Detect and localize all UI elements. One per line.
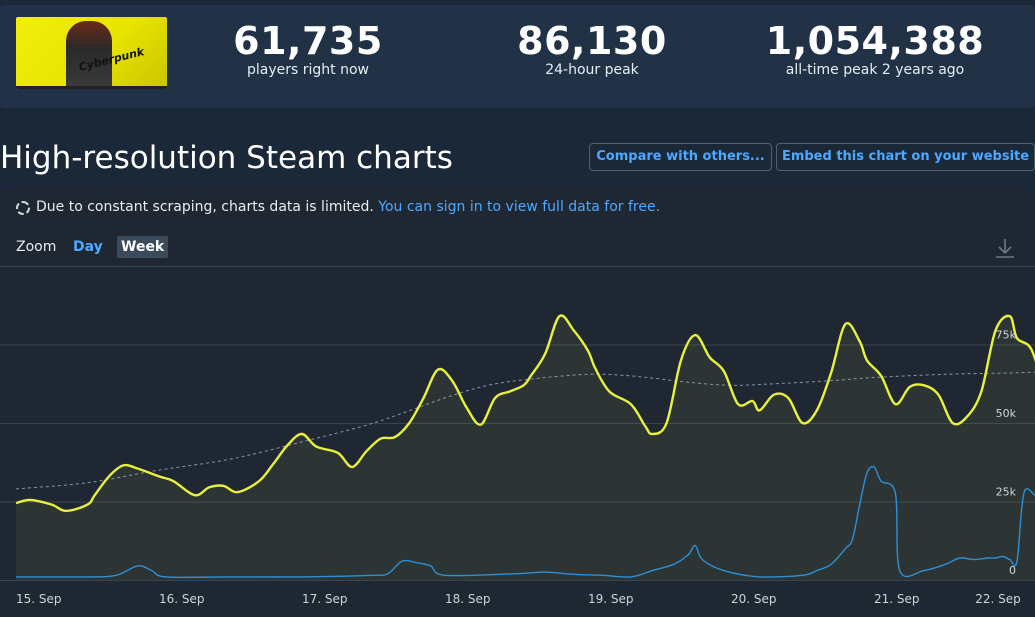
cover-bar — [16, 86, 167, 89]
x-tick-label: 20. Sep — [731, 592, 777, 606]
stat-current: 61,735 players right now — [208, 20, 408, 80]
zoom-day-button[interactable]: Day — [73, 239, 103, 255]
y-tick-label: 0 — [1009, 564, 1016, 577]
dashed-circle-icon — [16, 201, 30, 215]
twitch-viewers-line — [15, 465, 1035, 579]
players-line — [15, 314, 1035, 513]
notice-text: Due to constant scraping, charts data is… — [36, 199, 374, 215]
y-tick-label: 25k — [996, 486, 1017, 499]
player-count-chart[interactable]: 15. Sep 16. Sep 17. Sep 18. Sep 19. Sep 20. S… — [0, 262, 1035, 617]
y-tick-label: 50k — [996, 407, 1017, 420]
x-tick-label: 22. Sep — [975, 592, 1021, 606]
x-tick-label: 21. Sep — [874, 592, 920, 606]
game-cover-image[interactable]: Cyberpunk — [16, 17, 167, 89]
x-tick-label: 16. Sep — [159, 592, 205, 606]
data-limit-notice: Due to constant scraping, charts data is… — [16, 198, 660, 216]
x-tick-label: 17. Sep — [302, 592, 348, 606]
x-tick-label: 19. Sep — [588, 592, 634, 606]
compare-button[interactable]: Compare with others... — [589, 143, 772, 171]
stat-current-value: 61,735 — [233, 19, 383, 63]
download-icon[interactable] — [993, 236, 1017, 260]
stat-peak-24h: 86,130 24-hour peak — [492, 20, 692, 80]
stat-peak-24h-label: 24-hour peak — [545, 62, 639, 78]
players-area — [16, 315, 1035, 580]
stat-current-label: players right now — [247, 62, 369, 78]
y-tick-label: 75k — [996, 329, 1017, 342]
stat-all-time: 1,054,388 all-time peak 2 years ago — [745, 20, 1005, 80]
chart-panel — [0, 189, 1035, 617]
zoom-label: Zoom — [16, 239, 57, 255]
sign-in-link[interactable]: You can sign in to view full data for fr… — [378, 199, 661, 215]
stats-bar — [0, 5, 1035, 108]
zoom-week-button[interactable]: Week — [117, 236, 169, 258]
stat-all-time-value: 1,054,388 — [765, 19, 985, 63]
stat-all-time-label: all-time peak 2 years ago — [785, 62, 965, 78]
page-title: High-resolution Steam charts — [0, 140, 453, 176]
average-line — [15, 371, 1035, 490]
x-tick-label: 18. Sep — [445, 592, 491, 606]
stat-peak-24h-value: 86,130 — [517, 19, 667, 63]
x-tick-label: 15. Sep — [16, 592, 62, 606]
embed-chart-button[interactable]: Embed this chart on your website — [776, 143, 1035, 171]
cover-character — [66, 21, 112, 89]
